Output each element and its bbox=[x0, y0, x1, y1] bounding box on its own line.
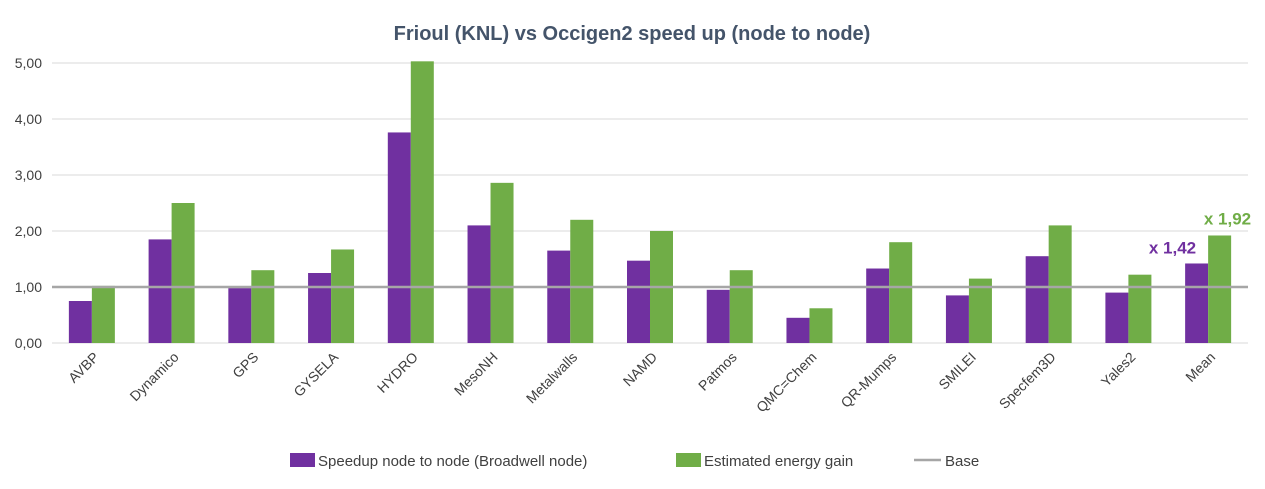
x-tick-label: Yales2 bbox=[1098, 349, 1139, 390]
annotations: x 1,42 x 1,92 bbox=[1149, 209, 1251, 257]
legend-swatch-energy-gain bbox=[676, 453, 701, 467]
bar-energy-gain-qr-mumps bbox=[889, 242, 913, 343]
bar-speedup-gps bbox=[228, 288, 252, 343]
bar-energy-gain-gps bbox=[251, 270, 275, 343]
bar-energy-gain-mesonh bbox=[490, 182, 514, 343]
x-tick-label: GPS bbox=[229, 349, 261, 381]
bar-energy-gain-specfem3d bbox=[1048, 225, 1072, 343]
x-tick-label: MesoNH bbox=[451, 349, 501, 399]
y-tick-label: 5,00 bbox=[15, 55, 42, 71]
x-tick-label: Patmos bbox=[695, 349, 740, 394]
x-axis: AVBP Dynamico GPS GYSELA HYDRO MesoNH Metalwal… bbox=[65, 348, 1218, 415]
bar-speedup-qmc-chem bbox=[786, 317, 810, 343]
bar-speedup-yales2 bbox=[1105, 292, 1129, 343]
bars bbox=[68, 61, 1232, 343]
bar-energy-gain-patmos bbox=[729, 270, 753, 343]
y-tick-label: 0,00 bbox=[15, 335, 42, 351]
y-tick-label: 2,00 bbox=[15, 223, 42, 239]
bar-energy-gain-gysela bbox=[331, 249, 355, 343]
bar-speedup-dynamico bbox=[148, 239, 172, 343]
x-tick-label: Specfem3D bbox=[996, 349, 1059, 412]
legend: Speedup node to node (Broadwell node) Est… bbox=[290, 453, 979, 470]
bar-speedup-mean bbox=[1185, 263, 1209, 343]
bar-energy-gain-hydro bbox=[410, 61, 434, 343]
y-tick-label: 3,00 bbox=[15, 167, 42, 183]
chart-title: Frioul (KNL) vs Occigen2 speed up (node … bbox=[394, 23, 871, 45]
annotation-speedup-mean: x 1,42 bbox=[1149, 238, 1196, 257]
bar-energy-gain-metalwalls bbox=[570, 219, 594, 343]
x-tick-label: QMC=Chem bbox=[753, 349, 820, 416]
x-tick-label: HYDRO bbox=[374, 349, 421, 396]
bar-speedup-metalwalls bbox=[547, 250, 571, 343]
x-tick-label: Metalwalls bbox=[523, 349, 581, 407]
annotation-energy-mean: x 1,92 bbox=[1204, 209, 1251, 228]
bar-energy-gain-avbp bbox=[91, 285, 115, 343]
bar-speedup-avbp bbox=[68, 301, 92, 343]
bar-speedup-smilei bbox=[945, 295, 969, 343]
y-axis: 0,00 1,00 2,00 3,00 4,00 5,00 bbox=[15, 55, 42, 351]
bar-speedup-hydro bbox=[387, 132, 411, 343]
bar-speedup-qr-mumps bbox=[866, 268, 890, 343]
bar-speedup-namd bbox=[627, 260, 650, 343]
bar-energy-gain-mean bbox=[1208, 235, 1232, 343]
x-tick-label: Dynamico bbox=[126, 349, 181, 404]
legend-label-base: Base bbox=[945, 453, 979, 470]
legend-label-energy-gain: Estimated energy gain bbox=[704, 453, 853, 470]
bar-energy-gain-yales2 bbox=[1128, 274, 1152, 343]
x-tick-label: Mean bbox=[1182, 349, 1218, 385]
bar-speedup-patmos bbox=[706, 289, 730, 343]
y-tick-label: 4,00 bbox=[15, 111, 42, 127]
x-tick-label: NAMD bbox=[620, 349, 660, 389]
legend-label-speedup: Speedup node to node (Broadwell node) bbox=[318, 453, 587, 470]
y-tick-label: 1,00 bbox=[15, 279, 42, 295]
bar-speedup-specfem3d bbox=[1025, 256, 1049, 343]
bar-speedup-mesonh bbox=[467, 225, 491, 343]
x-tick-label: GYSELA bbox=[290, 348, 341, 399]
legend-swatch-speedup bbox=[290, 453, 315, 467]
bar-energy-gain-smilei bbox=[968, 278, 992, 343]
x-tick-label: QR-Mumps bbox=[837, 349, 899, 411]
bar-energy-gain-dynamico bbox=[171, 203, 195, 343]
x-tick-label: SMILEI bbox=[935, 349, 979, 393]
bar-speedup-gysela bbox=[308, 273, 332, 343]
x-tick-label: AVBP bbox=[65, 349, 102, 386]
bar-energy-gain-qmc-chem bbox=[809, 308, 833, 343]
